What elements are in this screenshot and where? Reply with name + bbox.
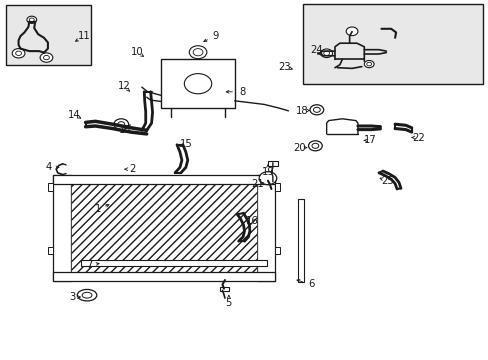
Bar: [53, 175, 275, 184]
Circle shape: [308, 141, 322, 151]
Text: 20: 20: [292, 143, 305, 153]
Text: 17: 17: [364, 135, 376, 145]
Circle shape: [309, 105, 323, 115]
Bar: [275, 247, 280, 254]
Text: 12: 12: [118, 81, 131, 91]
Text: 9: 9: [211, 31, 218, 41]
Circle shape: [366, 62, 371, 66]
Circle shape: [29, 18, 34, 22]
Bar: [256, 175, 275, 281]
Circle shape: [323, 51, 329, 55]
Circle shape: [346, 27, 357, 36]
Bar: [53, 175, 71, 281]
Bar: [298, 199, 304, 282]
Text: 8: 8: [239, 87, 244, 97]
Circle shape: [364, 60, 373, 68]
Circle shape: [311, 143, 318, 148]
Text: 16: 16: [245, 216, 258, 226]
Bar: [6, 5, 91, 65]
Text: 18: 18: [295, 105, 308, 116]
Bar: [71, 175, 256, 281]
Text: 23: 23: [278, 62, 290, 72]
Text: 15: 15: [179, 139, 192, 149]
Bar: [267, 161, 277, 166]
Text: 10: 10: [130, 47, 143, 57]
Text: 22: 22: [411, 132, 424, 143]
Circle shape: [184, 74, 211, 94]
Circle shape: [114, 119, 128, 130]
Bar: [48, 247, 53, 254]
Bar: [161, 59, 234, 108]
Bar: [303, 4, 482, 84]
Circle shape: [12, 49, 25, 58]
Text: 25: 25: [381, 176, 393, 186]
Bar: [81, 260, 266, 266]
Bar: [275, 183, 280, 190]
Text: 7: 7: [86, 260, 93, 270]
Text: 2: 2: [128, 164, 135, 174]
Circle shape: [193, 49, 203, 56]
Circle shape: [43, 55, 49, 60]
Circle shape: [313, 107, 320, 112]
Bar: [53, 272, 275, 281]
Text: 4: 4: [46, 162, 52, 172]
Text: 21: 21: [251, 179, 264, 189]
Circle shape: [40, 53, 53, 62]
Text: 13: 13: [118, 125, 131, 135]
Text: 19: 19: [261, 167, 274, 177]
Text: 14: 14: [68, 110, 81, 120]
Bar: [48, 183, 53, 190]
Text: 3: 3: [69, 292, 75, 302]
Circle shape: [27, 16, 37, 23]
Circle shape: [118, 122, 124, 127]
Circle shape: [320, 49, 332, 58]
Circle shape: [16, 51, 21, 55]
Text: 6: 6: [307, 279, 314, 289]
Bar: [220, 287, 228, 291]
Circle shape: [259, 172, 276, 185]
Text: 5: 5: [225, 298, 232, 308]
Ellipse shape: [82, 292, 92, 298]
Text: 24: 24: [310, 45, 323, 55]
Text: 1: 1: [94, 204, 101, 214]
Circle shape: [189, 46, 206, 59]
Text: 11: 11: [78, 31, 90, 41]
Ellipse shape: [77, 289, 97, 301]
